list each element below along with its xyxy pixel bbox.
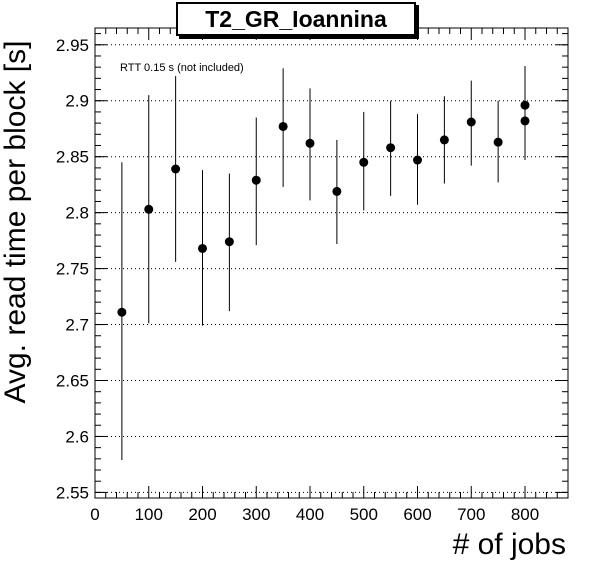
plot-frame	[94, 27, 569, 499]
x-tick-label: 400	[296, 505, 324, 524]
chart-title: T2_GR_Ioannina	[205, 6, 387, 32]
data-point	[278, 121, 288, 131]
y-tick-label: 2.8	[65, 204, 89, 223]
x-tick-label: 300	[242, 505, 270, 524]
x-tick-label: 100	[135, 505, 163, 524]
y-tick-label: 2.65	[56, 372, 89, 391]
data-point	[117, 307, 127, 317]
data-point	[144, 204, 154, 214]
data-point	[305, 138, 315, 148]
y-tick-label: 2.85	[56, 148, 89, 167]
y-tick-label: 2.95	[56, 36, 89, 55]
x-tick-label: 500	[350, 505, 378, 524]
x-tick-label: 200	[188, 505, 216, 524]
y-tick-label: 2.55	[56, 483, 89, 502]
y-tick-label: 2.9	[65, 92, 89, 111]
data-point	[413, 155, 422, 165]
data-point	[224, 237, 234, 247]
data-point	[520, 116, 530, 126]
y-tick-label: 2.6	[65, 427, 89, 446]
x-tick-label: 700	[457, 505, 485, 524]
y-tick-label: 2.7	[65, 316, 89, 335]
y-axis-label: Avg. read time per block [s]	[0, 40, 32, 404]
x-tick-label: 800	[511, 505, 539, 524]
rtt-annotation: RTT 0.15 s (not included)	[120, 62, 244, 74]
data-point	[466, 117, 476, 127]
x-tick-label: 600	[403, 505, 431, 524]
data-point	[332, 186, 342, 196]
data-point	[198, 243, 207, 253]
data-point	[359, 157, 369, 167]
data-point	[493, 137, 503, 147]
data-point	[251, 175, 261, 185]
chart-title-box: T2_GR_Ioannina	[176, 2, 416, 36]
x-tick-label: 0	[90, 505, 99, 524]
y-tick-label: 2.75	[56, 260, 89, 279]
x-axis-label: # of jobs	[452, 528, 566, 561]
data-point	[386, 143, 396, 153]
data-point	[439, 135, 449, 145]
data-point	[171, 164, 181, 174]
